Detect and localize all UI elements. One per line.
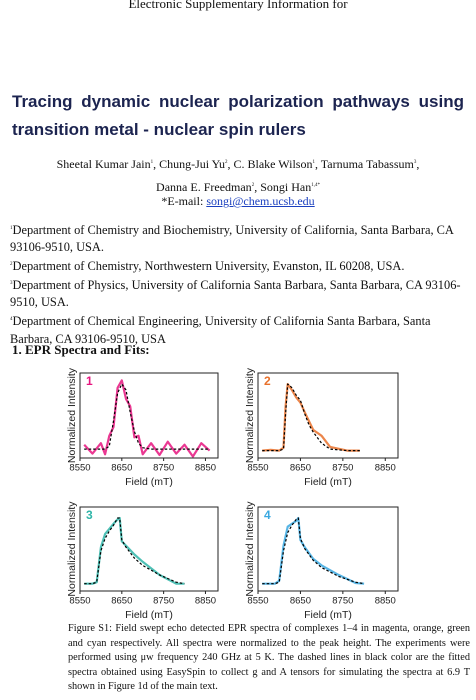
author-name: Songi Han	[260, 180, 312, 194]
header: Electronic Supplementary Information for	[128, 0, 348, 11]
x-tick-label: 8650	[111, 463, 132, 474]
section-heading: 1. EPR Spectra and Fits:	[12, 342, 150, 357]
x-tick-label: 8650	[290, 596, 311, 607]
panel-label: 3	[86, 508, 93, 522]
affiliation-text: Department of Chemistry, Northwestern Un…	[12, 259, 405, 274]
email-line: *E-mail: songi@chem.ucsb.edu	[0, 194, 476, 209]
x-axis-label: Field (mT)	[304, 476, 352, 488]
x-tick-label: 8850	[195, 463, 216, 474]
affiliation-marker: 1	[150, 160, 154, 165]
separator: ,	[254, 180, 258, 194]
affiliation-marker: 1	[10, 226, 13, 231]
x-tick-label: 8850	[195, 596, 216, 607]
affiliation-marker: 4	[10, 317, 13, 323]
x-tick-label: 8750	[153, 463, 174, 474]
y-axis-label: Normalized Intensity	[66, 367, 78, 463]
y-axis-label: Normalized Intensity	[66, 501, 78, 597]
x-axis-label: Field (mT)	[125, 476, 173, 488]
panel-label: 2	[264, 374, 271, 388]
x-tick-label: 8850	[375, 463, 396, 474]
separator: ,	[416, 157, 420, 171]
plot-frame	[257, 372, 399, 459]
plot-frame	[257, 506, 399, 592]
author-name: C. Blake Wilson	[233, 157, 313, 171]
fit-line	[84, 383, 210, 450]
author-name: Sheetal Kumar Jain	[56, 157, 151, 171]
email-label: *E-mail:	[161, 194, 204, 208]
email-link[interactable]: songi@chem.ucsb.edu	[206, 194, 315, 208]
affiliation-text: Department of Chemical Engineering, Univ…	[10, 314, 431, 346]
x-tick-label: 8750	[332, 596, 353, 607]
fit-line	[262, 517, 365, 585]
affiliation: 3Department of Physics, University of Ca…	[10, 275, 468, 311]
x-tick-label: 8550	[69, 596, 90, 607]
x-tick-label: 8750	[332, 463, 353, 474]
fit-line	[84, 517, 185, 585]
affiliation-marker: 1	[312, 160, 315, 165]
affiliation-marker: 3	[10, 281, 13, 287]
data-line	[262, 516, 365, 585]
affiliation-marker: 2	[225, 160, 228, 165]
affiliation-text: Department of Chemistry and Biochemistry…	[10, 223, 454, 255]
x-tick-label: 8650	[290, 463, 311, 474]
figure-caption: Figure S1: Field swept echo detected EPR…	[68, 623, 470, 692]
plot-frame	[79, 372, 219, 459]
affiliation-marker: 1,4*	[311, 183, 320, 188]
data-line	[84, 516, 185, 585]
x-tick-label: 8850	[375, 596, 396, 607]
affiliation: 1Department of Chemistry and Biochemistr…	[10, 220, 468, 256]
y-axis-label: Normalized Intensity	[244, 367, 256, 463]
data-line	[262, 383, 360, 452]
x-tick-label: 8550	[247, 463, 268, 474]
authors: Sheetal Kumar Jain1, Chung-Jui Yu2, C. B…	[40, 152, 436, 198]
separator: ,	[227, 157, 231, 171]
paper-title: Tracing dynamic nuclear polarization pat…	[12, 92, 464, 139]
x-tick-label: 8650	[111, 596, 132, 607]
panel-label: 1	[86, 374, 93, 388]
x-axis-label: Field (mT)	[125, 609, 173, 620]
y-axis-label: Normalized Intensity	[244, 501, 256, 597]
affiliation: 4Department of Chemical Engineering, Uni…	[10, 311, 468, 347]
panel-label: 4	[264, 508, 271, 522]
affiliations: 1Department of Chemistry and Biochemistr…	[10, 220, 468, 348]
author-name: Chung-Jui Yu	[159, 157, 226, 171]
x-tick-label: 8550	[247, 596, 268, 607]
affiliation-marker: 2	[10, 262, 13, 268]
x-tick-label: 8550	[69, 463, 90, 474]
separator: ,	[153, 157, 157, 171]
x-tick-label: 8750	[153, 596, 174, 607]
author-name: Danna E. Freedman	[156, 180, 252, 194]
fit-line	[262, 383, 360, 452]
affiliation-marker: 3	[413, 160, 417, 165]
x-axis-label: Field (mT)	[304, 609, 352, 620]
author-name: Tarnuma Tabassum	[320, 157, 414, 171]
data-line	[83, 379, 211, 458]
affiliation: 2Department of Chemistry, Northwestern U…	[10, 256, 468, 275]
separator: ,	[314, 157, 318, 171]
plot-frame	[79, 506, 219, 592]
figure: 8550 8650 8750 8850 Field (mT) Normalized Int…	[66, 367, 399, 620]
affiliation-text: Department of Physics, University of Cal…	[10, 278, 461, 310]
affiliation-marker: 2	[251, 183, 255, 188]
